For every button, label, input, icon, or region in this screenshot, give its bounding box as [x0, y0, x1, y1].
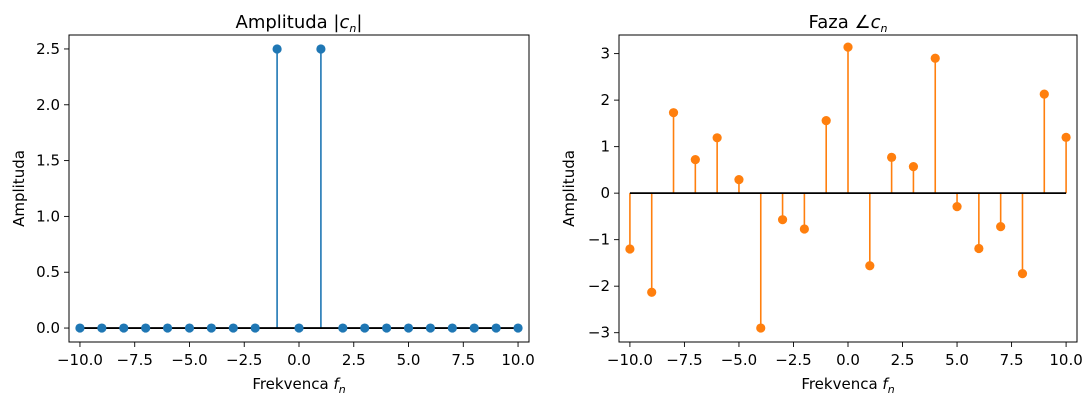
stem-marker	[843, 42, 853, 52]
x-tick-label: 5.0	[397, 351, 421, 369]
stem-marker	[777, 215, 788, 225]
stem-marker	[908, 162, 919, 172]
y-tick-label: 1.5	[36, 152, 60, 170]
x-tick-label: 7.5	[451, 351, 475, 369]
y-tick-label: 2.0	[36, 96, 60, 114]
x-tick-label: −2.5	[226, 351, 262, 369]
stem-marker	[625, 244, 635, 254]
x-axis-label: Frekvenca fn	[801, 375, 894, 396]
stem-marker	[228, 323, 238, 333]
stem-marker	[756, 323, 766, 333]
stem-marker	[513, 323, 523, 333]
x-tick-label: 2.5	[342, 351, 366, 369]
y-tick-label: −2	[588, 277, 610, 295]
y-axis-label: Amplituda	[10, 150, 28, 227]
stem-marker	[119, 323, 129, 333]
y-tick-label: 2.5	[36, 40, 60, 58]
x-tick-label: 10.0	[1049, 351, 1082, 369]
stem-marker	[206, 323, 216, 333]
stem-marker	[690, 155, 700, 165]
stem-marker	[425, 323, 436, 333]
stem-marker	[469, 323, 479, 333]
y-tick-label: 2	[600, 91, 610, 109]
y-tick-label: 0.0	[36, 319, 60, 337]
stem-marker	[250, 323, 260, 333]
x-axis-label: Frekvenca fn	[252, 375, 345, 396]
x-tick-label: 0.0	[287, 351, 311, 369]
stem-marker	[930, 53, 940, 63]
stem-marker	[360, 323, 370, 333]
y-tick-label: 1	[600, 138, 610, 156]
stem-marker	[1061, 132, 1071, 142]
stem-marker	[447, 323, 457, 333]
stem-marker	[1017, 269, 1028, 279]
stem-marker	[668, 108, 679, 118]
stem-marker	[294, 323, 304, 333]
stem-marker	[974, 243, 984, 254]
x-tick-label: 2.5	[891, 351, 915, 369]
stem-marker	[184, 323, 195, 333]
stem-marker	[491, 323, 501, 333]
y-tick-label: −1	[588, 231, 610, 249]
y-tick-label: 1.0	[36, 207, 60, 225]
chart-title: Faza ∠cn	[809, 12, 888, 35]
x-tick-label: 10.0	[501, 351, 534, 369]
x-tick-label: −7.5	[666, 351, 702, 369]
phase-chart: −10.0 −7.5 −5.0 −2.5 0.0 2.5 5.0 7.5 10.0 −3 −2 −1 0…	[560, 12, 1083, 396]
stem-marker	[996, 222, 1006, 232]
x-tick-label: −10.0	[57, 351, 103, 369]
stem-marker	[382, 323, 392, 333]
x-tick-label: −5.0	[721, 351, 757, 369]
stem-marker	[141, 323, 151, 333]
stem-marker	[1039, 89, 1049, 99]
stem-marker	[338, 323, 348, 333]
stem-marker	[887, 152, 897, 162]
stem-marker	[75, 323, 85, 333]
y-axis-label: Amplituda	[560, 150, 578, 227]
stem-marker	[97, 323, 107, 333]
stem-marker	[734, 175, 744, 185]
x-tick-label: −10.0	[607, 351, 653, 369]
stem-marker	[647, 287, 657, 297]
y-tick-label: 3	[600, 45, 610, 63]
chart-title: Amplituda |cn|	[236, 12, 363, 35]
x-tick-label: −7.5	[116, 351, 152, 369]
stem-marker	[952, 202, 962, 212]
stem-marker	[821, 115, 831, 126]
stem-marker	[403, 323, 414, 333]
y-tick-label: −3	[588, 324, 610, 342]
x-tick-label: 0.0	[836, 351, 860, 369]
stem-marker	[162, 323, 173, 333]
y-tick-label: 0.5	[36, 263, 60, 281]
axes-frame	[68, 34, 530, 343]
y-tick-label: 0	[600, 184, 610, 202]
x-tick-label: −5.0	[171, 351, 207, 369]
x-tick-label: −2.5	[775, 351, 811, 369]
stem-marker	[865, 261, 875, 271]
stem-marker	[712, 133, 722, 143]
stem-marker	[272, 44, 282, 54]
stem-marker	[799, 224, 809, 234]
x-tick-label: 5.0	[945, 351, 969, 369]
amplitude-chart: −10.0 −7.5 −5.0 −2.5 0.0 2.5 5.0 7.5 10.0 0.0 0.5 1…	[10, 12, 535, 396]
x-tick-label: 7.5	[1000, 351, 1024, 369]
stem-marker	[316, 44, 326, 54]
